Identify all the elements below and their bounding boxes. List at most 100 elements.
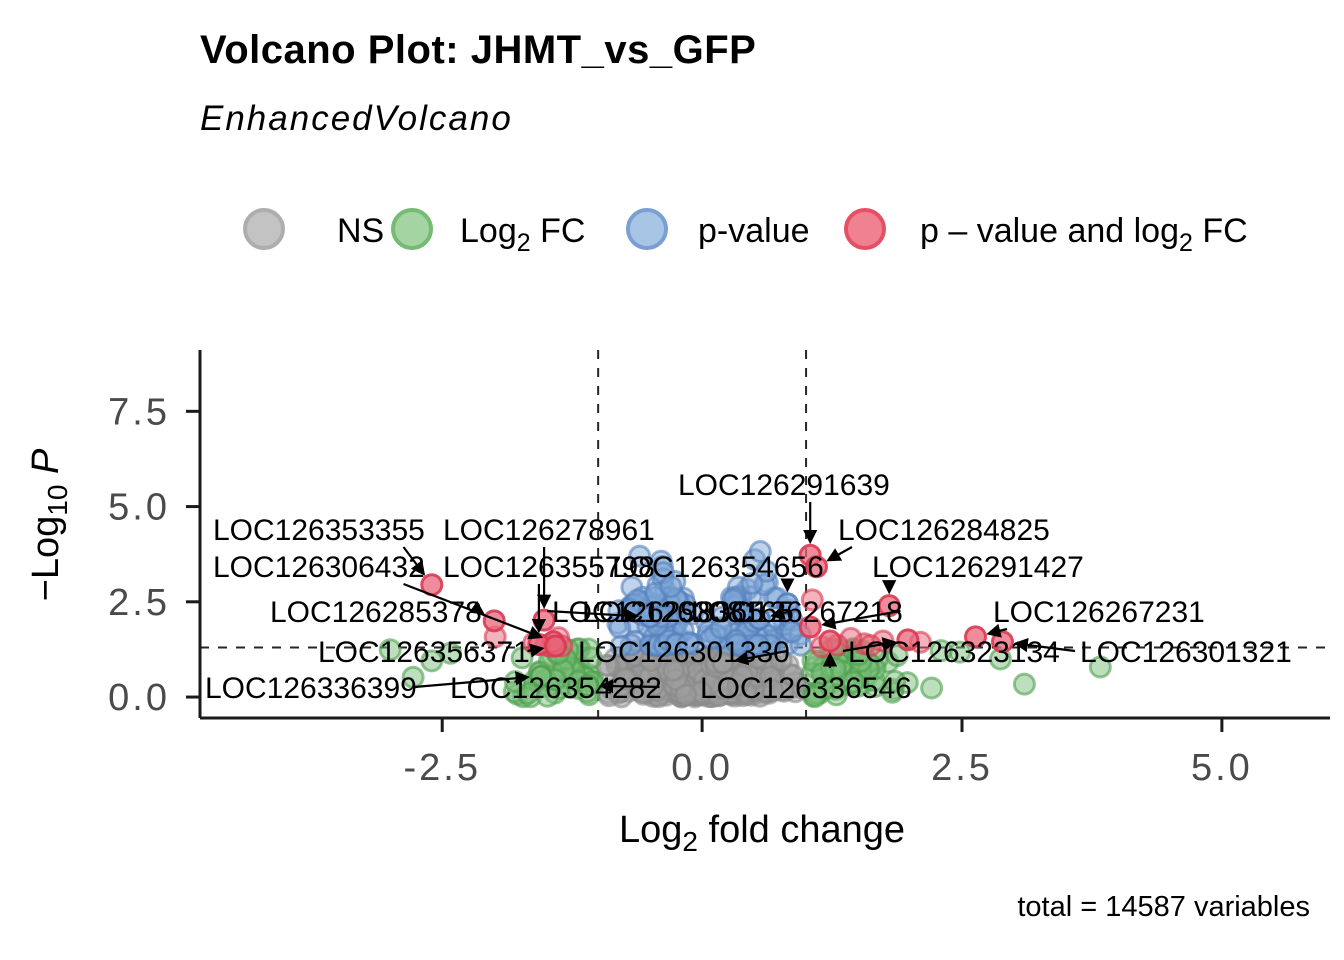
data-point [747, 607, 771, 631]
gene-label: LOC126353355 [213, 514, 425, 547]
data-point [576, 674, 600, 698]
data-point [841, 670, 865, 694]
data-point [439, 641, 462, 665]
data-point [628, 544, 652, 568]
data-point [761, 679, 785, 703]
data-point [674, 683, 698, 707]
data-point [711, 651, 735, 675]
label-connector [546, 608, 640, 623]
data-point [661, 658, 685, 682]
data-point [579, 646, 603, 670]
data-point [730, 664, 754, 688]
data-point [805, 555, 828, 579]
legend-key-ns-icon [243, 208, 285, 250]
gene-label: LOC126356371 [318, 636, 530, 669]
gene-labels: LOC126353355 LOC126278961 LOC126306432 LOC1… [205, 469, 1292, 705]
legend-key-p-icon [626, 208, 668, 250]
x-tick-label: 2.5 [931, 747, 993, 789]
label-connector [402, 546, 426, 576]
gene-label: LOC126267218 [691, 596, 903, 629]
data-point [800, 588, 824, 612]
plot-subtitle: EnhancedVolcano [200, 99, 513, 138]
data-point [709, 616, 733, 640]
data-point [677, 631, 701, 655]
data-point [420, 649, 444, 673]
data-point [401, 665, 425, 689]
label-connector [770, 605, 792, 620]
data-point [659, 575, 683, 599]
data-point [798, 615, 822, 639]
labeled-points [420, 543, 1014, 698]
data-point [609, 634, 633, 658]
y-tick-label: 5.0 [108, 487, 170, 529]
y-tick-label: 0.0 [108, 677, 170, 719]
label-connector [598, 678, 660, 694]
legend-key-both-icon [844, 208, 886, 250]
label-connector [986, 623, 1008, 638]
gene-label: LOC126336399 [205, 672, 417, 705]
data-point [883, 669, 907, 693]
gene-label: LOC126306432 [213, 551, 425, 584]
gene-label: LOC126267231 [993, 596, 1205, 629]
label-connector [826, 546, 853, 562]
data-point [1088, 655, 1112, 679]
data-point [378, 638, 402, 662]
data-point [877, 594, 901, 618]
data-point [920, 676, 944, 700]
label-connector [527, 643, 545, 658]
gene-label: LOC126298365 [552, 596, 764, 629]
gene-label: LOC126354656 [612, 551, 824, 584]
y-tick-label: 2.5 [108, 582, 170, 624]
plot-caption: total = 14587 variables [1017, 891, 1310, 923]
legend-label-ns: NS [337, 212, 384, 250]
label-connector [821, 609, 901, 630]
gene-label: LOC126301321 [1080, 636, 1292, 669]
gene-label: LOC126354282 [450, 672, 662, 705]
label-connector [414, 671, 530, 689]
gene-label: LOC126291427 [872, 551, 1084, 584]
label-connectors [402, 502, 1076, 694]
legend-label-p: p-value [698, 212, 810, 250]
data-point [818, 629, 842, 653]
label-connector [842, 637, 897, 653]
gene-label: LOC126301330 [578, 636, 790, 669]
data-point [929, 639, 953, 663]
gene-label: LOC126308165 [582, 596, 794, 629]
data-point [755, 559, 779, 583]
gene-label: LOC126291639 [678, 469, 890, 502]
gene-label: LOC126336546 [700, 672, 912, 705]
legend: NS Log2 FC p-value p – value and log2 FC [243, 208, 1248, 257]
data-point [529, 664, 553, 688]
label-connector [733, 649, 788, 666]
plot-title: Volcano Plot: JHMT_vs_GFP [200, 28, 757, 72]
data-point [740, 572, 764, 595]
x-tick-label: 0.0 [671, 747, 733, 789]
legend-label-fc: Log2 FC [460, 212, 585, 257]
x-axis-title: Log2 fold change [619, 809, 905, 857]
data-point [1012, 672, 1036, 696]
legend-key-fc-icon [391, 208, 433, 250]
x-tick-label: 5.0 [1191, 747, 1253, 789]
gene-label: LOC126285378 [270, 596, 482, 629]
gene-label: LOC126278961 [443, 514, 655, 547]
label-connector [1013, 637, 1076, 653]
y-axis-title: −Log10 P [25, 448, 73, 601]
data-point [964, 625, 987, 649]
x-tick-label: -2.5 [403, 747, 480, 789]
data-point [510, 646, 534, 670]
data-point [896, 628, 920, 652]
gene-label: LOC126284825 [838, 514, 1050, 547]
gene-label: LOC126323134 [848, 636, 1060, 669]
data-point [638, 605, 662, 629]
y-tick-label: 7.5 [108, 391, 170, 433]
label-connector [469, 600, 485, 615]
data-point [544, 634, 567, 658]
gene-label: LOC126355798 [443, 551, 655, 584]
axes: 0.0 2.5 5.0 7.5 -2.5 0.0 2.5 5.0 Log2 fold chang… [25, 350, 1330, 857]
legend-label-both: p – value and log2 FC [920, 212, 1248, 257]
data-point [613, 667, 637, 691]
data-point [803, 685, 827, 709]
data-point [748, 540, 772, 563]
